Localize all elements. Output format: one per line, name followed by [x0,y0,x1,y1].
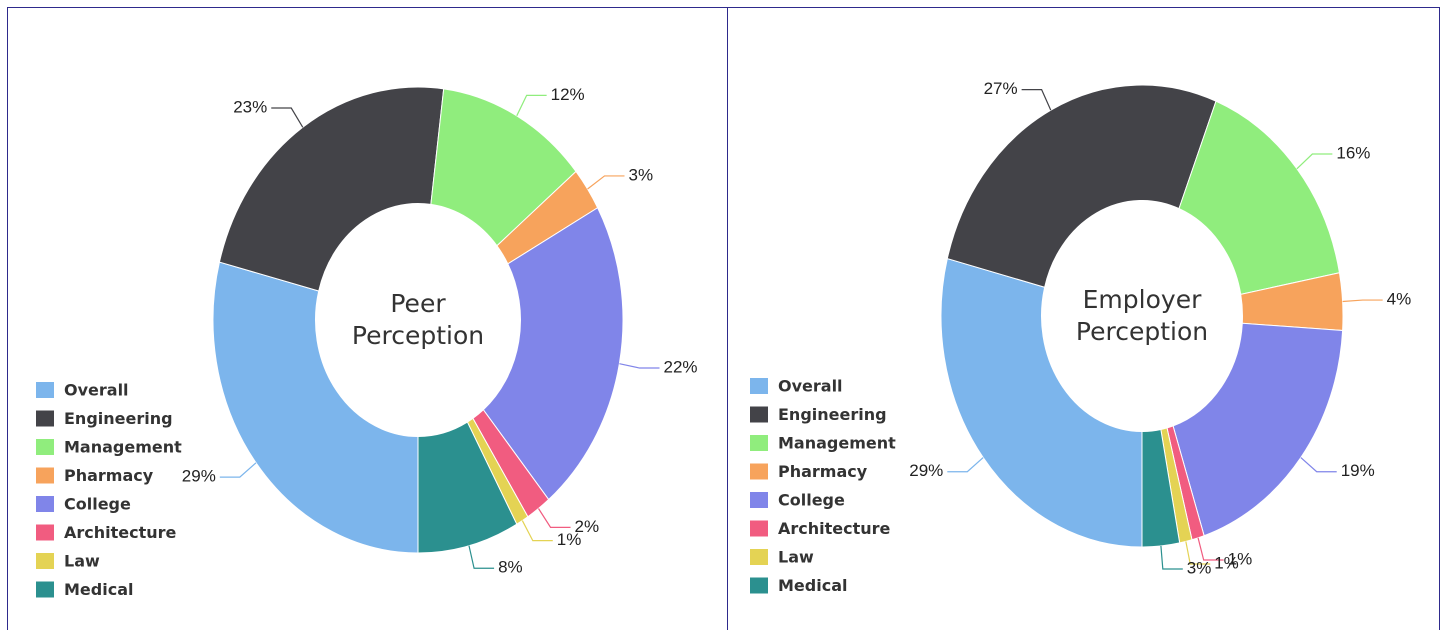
donut-slice [417,421,518,554]
donut-slice [946,84,1217,288]
legend-swatch [36,382,54,398]
legend-swatch [750,463,768,480]
panel-border [727,7,1440,630]
legend-label: Management [64,438,182,457]
data-label: 16% [1336,144,1370,163]
label-connector [1342,299,1383,303]
data-label: 19% [1341,461,1375,480]
data-label: 29% [182,467,216,486]
label-connector [468,545,495,569]
legend-label: Management [778,434,896,453]
legend-swatch [750,492,768,508]
legend-label: Medical [64,580,133,599]
donut-slice [218,86,445,292]
legend-label: Medical [778,576,847,595]
label-connector [947,457,984,473]
legend-label: Law [64,552,100,571]
legend-swatch [36,467,54,484]
legend-swatch [36,553,54,569]
data-label: 1% [557,530,582,549]
legend-swatch [750,549,768,565]
data-label: 8% [498,558,523,577]
legend-swatch [750,406,768,423]
legend-swatch [750,435,768,451]
label-connector [1296,153,1333,170]
legend-label: College [64,495,131,514]
data-label: 4% [1387,290,1412,309]
legend-label: Architecture [778,519,891,538]
legend-swatch [36,439,54,455]
donut-slice [1178,100,1341,295]
legend-swatch [750,577,768,594]
legend-label: Overall [64,381,129,400]
label-connector [1185,541,1211,565]
label-connector [516,94,547,117]
legend-label: Pharmacy [64,466,154,485]
data-label: 23% [233,98,267,117]
legend-label: Architecture [64,523,177,542]
data-label: 1% [1228,549,1253,568]
legend-label: Engineering [64,409,173,428]
donut-slice [212,261,419,554]
donut-slice [482,207,624,501]
donut-slice [940,257,1143,548]
data-label: 27% [984,79,1018,98]
center-title: Employer Perception [1075,285,1209,346]
data-label: 22% [664,358,698,377]
legend-swatch [36,496,54,512]
data-label: 2% [575,517,600,536]
legend-label: Engineering [778,405,887,424]
label-connector [219,462,257,478]
data-label: 3% [629,165,654,184]
legend-swatch [750,378,768,394]
donut-slice [1172,322,1344,537]
label-connector [1300,457,1337,473]
legend-swatch [36,581,54,598]
legend-label: College [778,491,845,510]
label-connector [619,363,660,369]
label-connector [1021,88,1052,111]
label-connector [1160,545,1183,570]
legend-label: Law [778,548,814,567]
data-label: 29% [909,461,943,480]
legend-swatch [36,410,54,427]
label-connector [1197,537,1224,561]
legend-label: Pharmacy [778,462,868,481]
legend-swatch [36,524,54,541]
label-connector [521,520,553,542]
data-label: 3% [1187,558,1212,577]
label-connector [587,175,625,190]
data-label: 1% [1214,553,1239,572]
donut-slice [1141,428,1181,548]
legend-swatch [750,520,768,537]
legend-label: Overall [778,377,843,396]
center-title: Peer Perception [351,289,485,350]
data-label: 12% [551,85,585,104]
label-connector [537,508,571,528]
label-connector [271,107,304,128]
